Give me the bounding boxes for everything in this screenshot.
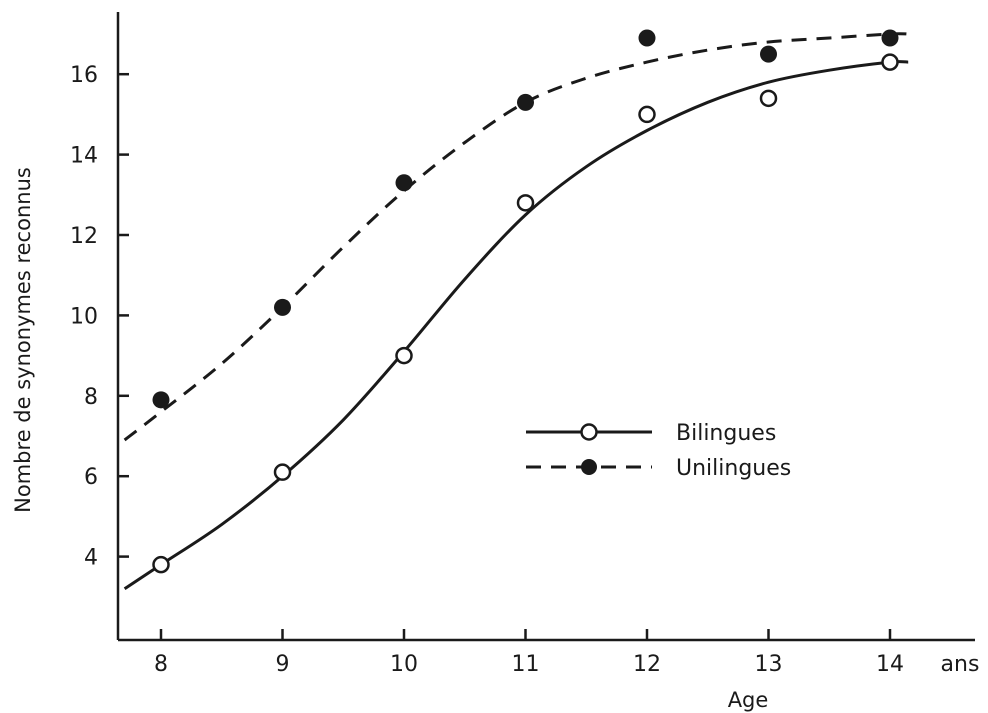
y-tick-label: 4 [84,546,98,571]
legend-label-unilingues: Unilingues [676,456,791,481]
fit-curves [123,32,909,591]
point-unilingues [517,93,534,111]
point-unilingues [152,391,170,409]
x-tick-label: 9 [276,652,290,677]
axes [116,12,975,642]
x-tick-label: 12 [633,652,661,677]
point-bilingues [516,194,535,212]
x-tick-label: 14 [876,652,904,677]
ticks: 8 9 10 11 12 13 14 4 6 8 10 12 14 16 [70,63,904,677]
y-tick-label: 6 [84,465,98,490]
x-tick-label: 8 [154,652,168,677]
y-tick-label: 16 [70,63,98,88]
point-unilingues [274,298,291,316]
curve-unilingues [123,32,909,442]
point-unilingues [760,45,777,63]
point-unilingues [638,29,656,47]
point-bilingues [759,89,778,108]
data-points [152,29,899,574]
point-bilingues [152,555,170,574]
y-tick-label: 8 [84,385,98,410]
y-tick-label: 10 [70,304,98,329]
legend-marker-bilingues [580,423,598,441]
x-tick-label: 13 [755,652,783,677]
point-unilingues [881,29,899,47]
point-bilingues [273,463,292,481]
y-axis-title: Nombre de synonymes reconnus [11,167,35,513]
x-tick-label: 10 [390,652,418,677]
x-tick-label: 11 [512,652,540,677]
point-bilingues [638,105,656,124]
y-tick-label: 12 [70,224,98,249]
curve-bilingues [123,60,909,591]
x-axis-unit: ans [941,652,980,677]
point-bilingues [395,346,413,365]
x-axis-title: Age [728,688,769,712]
point-bilingues [881,53,899,71]
y-tick-label: 14 [70,144,98,169]
point-unilingues [395,174,413,192]
legend-label-bilingues: Bilingues [676,421,776,446]
legend-marker-unilingues [581,459,597,475]
legend: Bilingues Unilingues [526,421,791,481]
